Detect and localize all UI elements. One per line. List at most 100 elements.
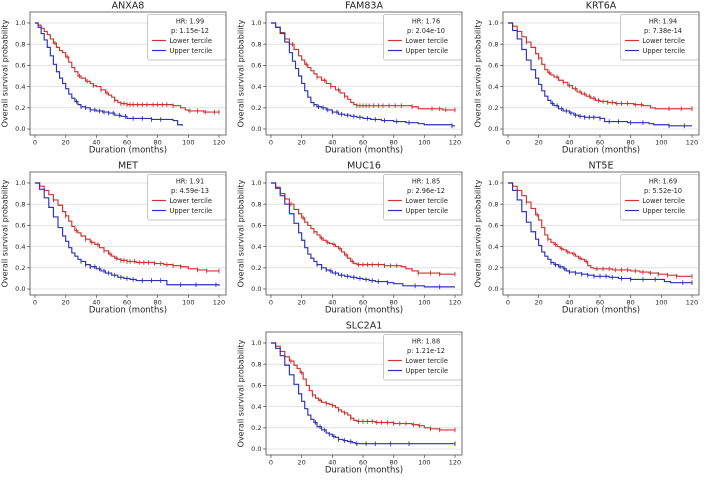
- x-tick-label: 0: [506, 139, 510, 147]
- x-tick-label: 20: [298, 139, 306, 147]
- y-tick-label: 0.0: [488, 285, 498, 293]
- x-tick-label: 60: [123, 139, 131, 147]
- legend-lower-tercile-label: Lower tercile: [406, 197, 448, 205]
- km-plot-canvas: 0 20 40 60 80 100 120 0.0 0.2 0.4 0.6 0.8 1.0 HR: 1.9…: [474, 1, 700, 156]
- plot-title: KRT6A: [586, 1, 617, 12]
- x-tick-label: 120: [686, 299, 698, 307]
- y-axis-label: Overall survival probability: [237, 339, 246, 447]
- y-axis-label: Overall survival probability: [474, 19, 483, 127]
- y-tick-label: 0.6: [488, 62, 498, 70]
- y-tick-label: 0.8: [15, 200, 25, 208]
- lower-tercile-curve: [271, 22, 455, 111]
- y-tick-label: 0.2: [15, 264, 25, 272]
- gridlines: [266, 22, 462, 130]
- lower-tercile-curve: [508, 182, 692, 277]
- x-tick-label: 100: [418, 299, 430, 307]
- km-panel-slc2a1: 0 20 40 60 80 100 120 0.0 0.2 0.4 0.6 0.8 1.0 HR: 1.8…: [236, 320, 472, 480]
- legend-upper-tercile-label: Upper tercile: [406, 207, 449, 215]
- lower-tercile-censor-marks: [292, 41, 456, 113]
- plot-title: MUC16: [347, 161, 381, 172]
- x-tick-label: 0: [269, 299, 273, 307]
- y-tick-label: 0.0: [488, 125, 498, 133]
- x-tick-label: 80: [154, 139, 162, 147]
- legend-p-value: p: 7.38e-14: [644, 27, 682, 35]
- x-tick-label: 40: [565, 139, 573, 147]
- upper-tercile-curve: [508, 182, 692, 284]
- lower-tercile-censor-marks: [52, 197, 220, 274]
- x-tick-label: 0: [33, 139, 37, 147]
- km-panel-muc16: 0 20 40 60 80 100 120 0.0 0.2 0.4 0.6 0.8 1.0 HR: 1.8…: [236, 160, 472, 320]
- x-axis-label: Duration (months): [89, 306, 167, 316]
- y-tick-label: 1.0: [251, 339, 261, 347]
- x-tick-label: 100: [182, 299, 194, 307]
- y-tick-label: 0.0: [15, 125, 25, 133]
- y-tick-label: 1.0: [488, 19, 498, 27]
- y-tick-label: 0.4: [251, 83, 261, 91]
- x-tick-label: 120: [449, 139, 461, 147]
- upper-tercile-curve: [271, 342, 455, 445]
- y-tick-label: 0.6: [488, 222, 498, 230]
- x-tick-label: 40: [328, 299, 336, 307]
- y-tick-label: 0.0: [251, 445, 261, 453]
- x-tick-label: 40: [92, 299, 100, 307]
- legend-upper-tercile-label: Upper tercile: [643, 207, 686, 215]
- x-tick-label: 100: [418, 459, 430, 467]
- plot-legend: HR: 1.85p: 2.96e-12 Lower tercile Upper te…: [383, 174, 462, 221]
- y-tick-label: 1.0: [488, 179, 498, 187]
- y-tick-label: 0.6: [251, 222, 261, 230]
- x-tick-label: 80: [390, 459, 398, 467]
- y-tick-label: 0.2: [15, 104, 25, 112]
- km-panel-anxa8: 0 20 40 60 80 100 120 0.0 0.2 0.4 0.6 0.8 1.0 HR: 1.9…: [0, 0, 236, 160]
- legend-upper-tercile-label: Upper tercile: [406, 367, 449, 375]
- axes-frame: [265, 11, 463, 136]
- x-tick-label: 20: [298, 299, 306, 307]
- y-axis-label: Overall survival probability: [237, 179, 246, 287]
- x-tick-label: 120: [213, 299, 225, 307]
- x-tick-label: 120: [449, 299, 461, 307]
- x-tick-label: 60: [123, 299, 131, 307]
- x-tick-label: 0: [506, 299, 510, 307]
- legend-lower-tercile-label: Lower tercile: [170, 37, 212, 45]
- x-tick-label: 100: [655, 299, 667, 307]
- y-tick-label: 0.4: [251, 403, 261, 411]
- y-tick-label: 0.8: [488, 200, 498, 208]
- y-tick-label: 0.2: [251, 264, 261, 272]
- x-tick-label: 60: [596, 139, 604, 147]
- y-tick-label: 0.8: [488, 40, 498, 48]
- y-tick-label: 0.6: [251, 62, 261, 70]
- legend-p-value: p: 4.59e-13: [171, 187, 209, 195]
- lower-tercile-censor-marks: [290, 358, 456, 433]
- y-tick-label: 1.0: [15, 179, 25, 187]
- plot-title: SLC2A1: [346, 321, 383, 332]
- x-tick-label: 100: [182, 139, 194, 147]
- km-plot-canvas: 0 20 40 60 80 100 120 0.0 0.2 0.4 0.6 0.8 1.0 HR: 1.7…: [237, 1, 463, 156]
- x-tick-label: 80: [390, 299, 398, 307]
- x-axis-label: Duration (months): [562, 146, 640, 156]
- km-panel-fam83a: 0 20 40 60 80 100 120 0.0 0.2 0.4 0.6 0.8 1.0 HR: 1.7…: [236, 0, 472, 160]
- legend-lower-tercile-label: Lower tercile: [406, 37, 448, 45]
- upper-tercile-censor-marks: [313, 102, 453, 129]
- y-tick-label: 0.0: [251, 285, 261, 293]
- x-tick-label: 60: [359, 139, 367, 147]
- x-tick-label: 100: [655, 139, 667, 147]
- x-tick-label: 120: [686, 139, 698, 147]
- x-tick-label: 60: [359, 459, 367, 467]
- km-plot-canvas: 0 20 40 60 80 100 120 0.0 0.2 0.4 0.6 0.8 1.0 HR: 1.8…: [237, 321, 463, 476]
- x-tick-label: 60: [596, 299, 604, 307]
- x-axis-label: Duration (months): [325, 306, 403, 316]
- y-tick-label: 0.2: [488, 264, 498, 272]
- gridlines: [503, 182, 699, 290]
- plot-title: FAM83A: [345, 1, 383, 12]
- y-tick-label: 0.0: [251, 125, 261, 133]
- y-tick-label: 0.4: [15, 83, 25, 91]
- axes-frame: [265, 331, 463, 456]
- y-axis-label: Overall survival probability: [1, 19, 10, 127]
- y-tick-label: 0.2: [488, 104, 498, 112]
- km-panel-met: 0 20 40 60 80 100 120 0.0 0.2 0.4 0.6 0.8 1.0 HR: 1.9…: [0, 160, 236, 320]
- x-axis-label: Duration (months): [562, 306, 640, 316]
- legend-lower-tercile-label: Lower tercile: [170, 197, 212, 205]
- x-tick-label: 80: [390, 139, 398, 147]
- legend-hr-value: HR: 1.99: [176, 18, 204, 26]
- x-tick-label: 80: [627, 299, 635, 307]
